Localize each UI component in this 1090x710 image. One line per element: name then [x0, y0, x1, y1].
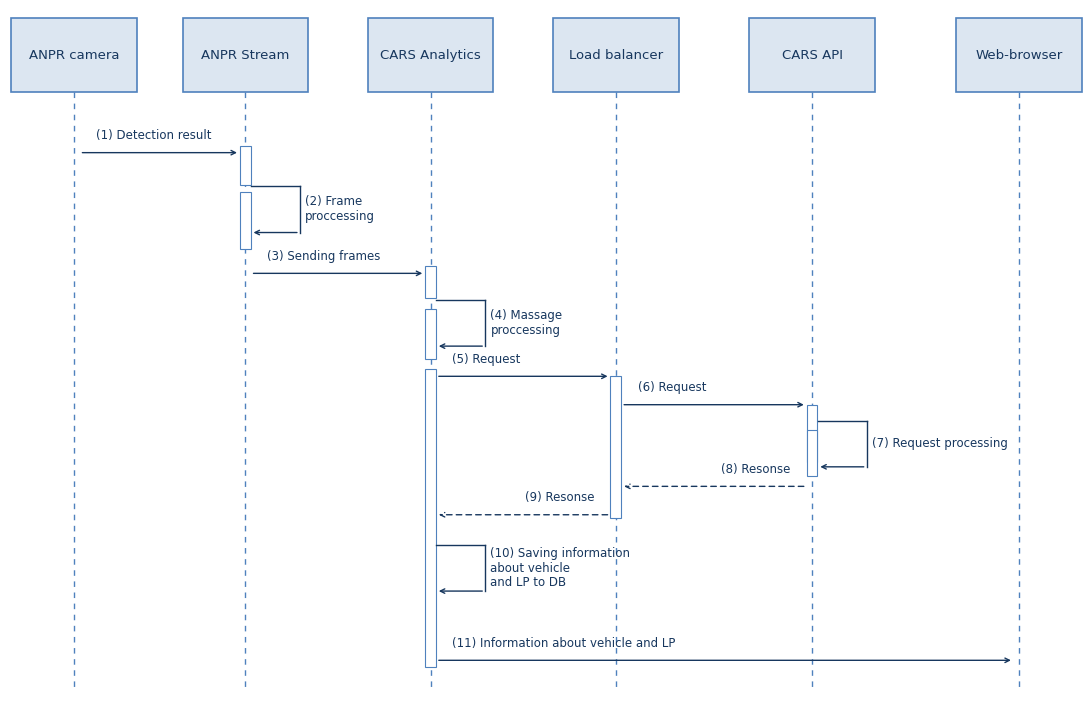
Bar	[240, 146, 251, 185]
Bar	[425, 369, 436, 667]
Text: (2) Frame
proccessing: (2) Frame proccessing	[305, 195, 375, 224]
Bar	[240, 192, 251, 248]
Text: CARS Analytics: CARS Analytics	[380, 48, 481, 62]
Text: (5) Request: (5) Request	[452, 353, 521, 366]
Bar	[553, 18, 678, 92]
Text: (3) Sending frames: (3) Sending frames	[267, 250, 380, 263]
Bar	[610, 376, 621, 518]
Bar	[957, 18, 1081, 92]
Bar	[749, 18, 874, 92]
Bar	[425, 266, 436, 298]
Text: (9) Resonse: (9) Resonse	[524, 491, 594, 504]
Text: (1) Detection result: (1) Detection result	[96, 129, 211, 142]
Bar	[425, 309, 436, 359]
Text: Web-browser: Web-browser	[976, 48, 1063, 62]
Bar	[368, 18, 494, 92]
Bar	[807, 405, 818, 462]
Text: (7) Request processing: (7) Request processing	[872, 437, 1008, 450]
Bar	[12, 18, 136, 92]
Text: (10) Saving information
about vehicle
and LP to DB: (10) Saving information about vehicle an…	[490, 547, 630, 589]
Text: (6) Request: (6) Request	[638, 381, 706, 394]
Bar	[183, 18, 307, 92]
Text: (11) Information about vehicle and LP: (11) Information about vehicle and LP	[452, 637, 676, 650]
Text: ANPR camera: ANPR camera	[28, 48, 120, 62]
Bar	[807, 430, 818, 476]
Text: ANPR Stream: ANPR Stream	[201, 48, 290, 62]
Text: (8) Resonse: (8) Resonse	[720, 463, 790, 476]
Text: (4) Massage
proccessing: (4) Massage proccessing	[490, 309, 562, 337]
Text: Load balancer: Load balancer	[569, 48, 663, 62]
Text: CARS API: CARS API	[782, 48, 843, 62]
